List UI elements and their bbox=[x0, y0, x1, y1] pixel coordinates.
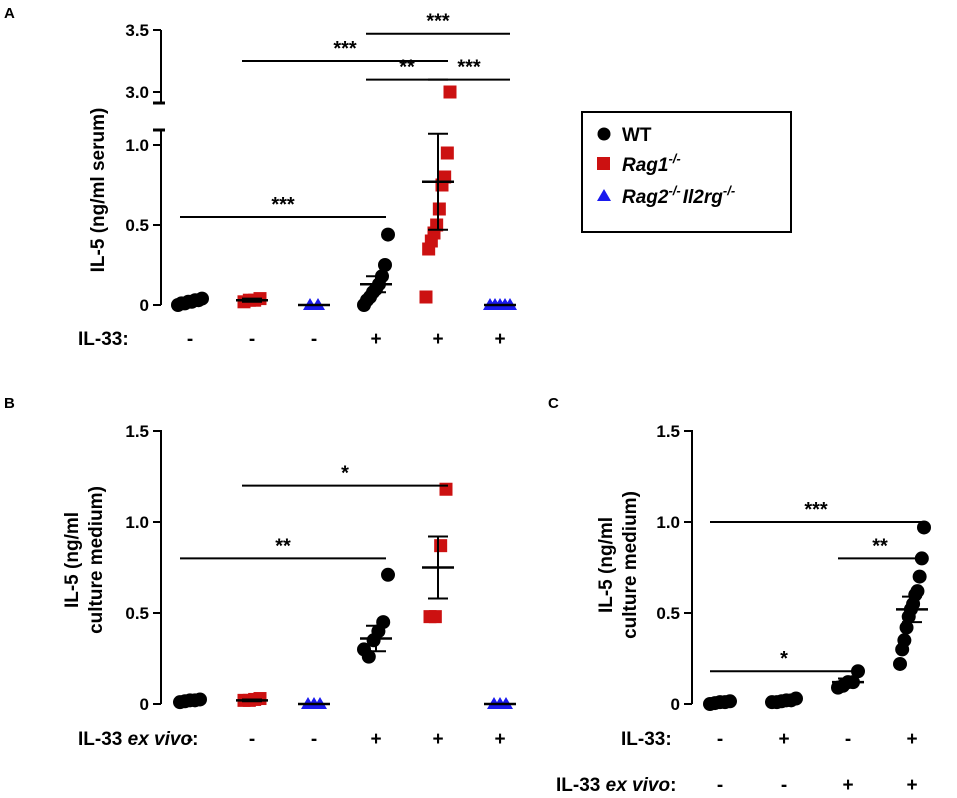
condition-label: - bbox=[187, 329, 193, 350]
condition-label: - bbox=[249, 729, 255, 750]
y-tick-label: 0.5 bbox=[125, 604, 149, 623]
data-point bbox=[381, 227, 395, 242]
data-point bbox=[917, 520, 931, 535]
condition-label: + bbox=[778, 729, 789, 750]
data-point bbox=[443, 85, 457, 99]
y-tick-label: 1.5 bbox=[656, 422, 680, 441]
significance-label: *** bbox=[333, 38, 357, 60]
legend-box bbox=[581, 111, 792, 233]
significance-label: *** bbox=[271, 194, 295, 216]
legend-marker-wt bbox=[597, 127, 611, 141]
panel-c-row-label-il33: IL-33: bbox=[621, 729, 672, 750]
plot-b: 00.51.01.5- - - + + +*** bbox=[125, 422, 516, 750]
panel-a-row-label-il33: IL-33: bbox=[78, 329, 129, 350]
condition-label: - bbox=[311, 329, 317, 350]
data-point bbox=[897, 633, 912, 648]
panel-c-ylabel-line2: culture medium) bbox=[620, 491, 641, 639]
condition-label: - bbox=[781, 775, 787, 796]
data-point bbox=[910, 584, 925, 599]
legend-label-wt: WT bbox=[622, 125, 652, 146]
y-tick-label: 1.0 bbox=[656, 513, 680, 532]
data-point bbox=[381, 567, 395, 582]
condition-label: + bbox=[370, 329, 381, 350]
condition-label: + bbox=[842, 775, 853, 796]
significance-label: * bbox=[780, 648, 788, 670]
condition-label: + bbox=[494, 729, 505, 750]
condition-label: + bbox=[906, 775, 917, 796]
data-point bbox=[361, 649, 376, 664]
significance-label: *** bbox=[457, 57, 481, 79]
y-tick-label: 3.5 bbox=[125, 21, 149, 40]
legend-label-rag2-il2rg: Rag2-/- Il2rg-/- bbox=[622, 183, 735, 208]
significance-label: ** bbox=[275, 535, 291, 557]
y-tick-label: 1.0 bbox=[125, 513, 149, 532]
significance-label: * bbox=[341, 463, 349, 485]
panel-b-row-label-il33-ex-vivo: IL-33 ex vivo: bbox=[78, 729, 198, 750]
condition-label: - bbox=[845, 729, 851, 750]
data-point bbox=[434, 539, 448, 553]
data-point bbox=[893, 656, 907, 671]
y-tick-label: 0 bbox=[140, 296, 149, 315]
significance-label: *** bbox=[426, 11, 450, 33]
condition-label: + bbox=[494, 329, 505, 350]
data-point bbox=[440, 146, 454, 160]
data-point bbox=[428, 610, 442, 624]
y-tick-label: 0.5 bbox=[656, 604, 680, 623]
y-tick-label: 1.5 bbox=[125, 422, 149, 441]
panel-letter-a: A bbox=[4, 5, 15, 22]
data-point bbox=[432, 202, 446, 216]
condition-label: - bbox=[187, 729, 193, 750]
condition-label: + bbox=[906, 729, 917, 750]
condition-label: + bbox=[432, 729, 443, 750]
panel-c-ylabel-line1: IL-5 (ng/ml bbox=[596, 517, 617, 613]
condition-label: - bbox=[311, 729, 317, 750]
panel-b-ylabel-line2: culture medium) bbox=[86, 486, 107, 634]
plot-a: 00.51.03.03.5- - - + + +*********** *** bbox=[125, 11, 517, 350]
legend-marker-rag2-il2rg bbox=[597, 189, 611, 201]
data-point bbox=[899, 620, 914, 635]
condition-label: + bbox=[432, 329, 443, 350]
data-point bbox=[419, 290, 433, 304]
panel-a-ylabel: IL-5 (ng/ml serum) bbox=[88, 108, 109, 273]
significance-label: *** bbox=[804, 499, 828, 521]
significance-label: ** bbox=[872, 535, 888, 557]
data-point bbox=[438, 170, 452, 184]
panel-letter-b: B bbox=[4, 395, 15, 412]
panel-c-row-label-il33-ex-vivo: IL-33 ex vivo: bbox=[556, 775, 676, 796]
y-tick-label: 3.0 bbox=[125, 83, 149, 102]
panel-b-ylabel-line1: IL-5 (ng/ml bbox=[62, 512, 83, 608]
plot-c: 00.51.01.5--+--+++****** bbox=[656, 422, 931, 796]
significance-label: ** bbox=[399, 57, 415, 79]
y-tick-label: 1.0 bbox=[125, 136, 149, 155]
data-point bbox=[912, 569, 927, 584]
condition-label: - bbox=[717, 775, 723, 796]
condition-label: - bbox=[717, 729, 723, 750]
data-point bbox=[378, 258, 392, 272]
condition-label: + bbox=[370, 729, 381, 750]
legend-marker-rag1 bbox=[597, 157, 610, 170]
y-tick-label: 0 bbox=[671, 695, 680, 714]
y-tick-label: 0.5 bbox=[125, 216, 149, 235]
legend-label-rag1: Rag1-/- bbox=[622, 151, 681, 176]
panel-letter-c: C bbox=[548, 395, 559, 412]
data-point bbox=[430, 218, 444, 232]
legend: WT Rag1-/- Rag2-/- Il2rg-/- bbox=[581, 111, 792, 233]
condition-label: - bbox=[249, 329, 255, 350]
y-tick-label: 0 bbox=[140, 695, 149, 714]
data-point bbox=[376, 615, 391, 630]
